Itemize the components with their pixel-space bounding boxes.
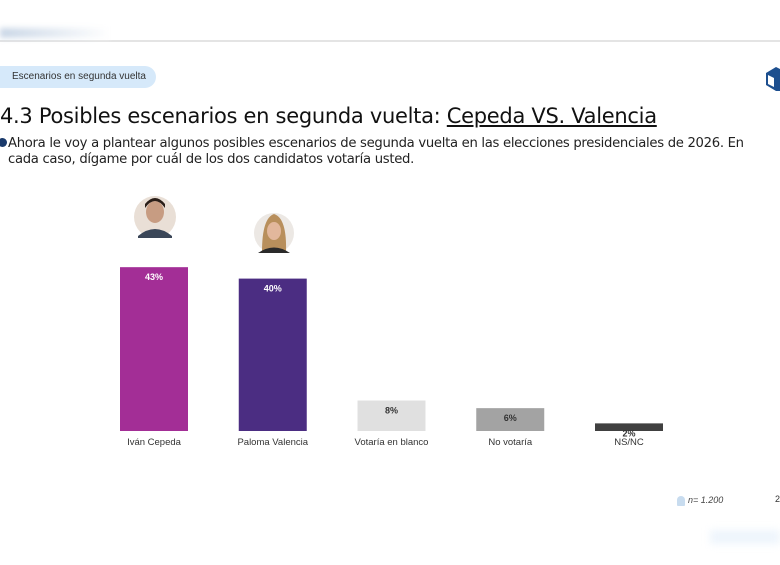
bar-1 [238, 278, 307, 431]
title-link: Cepeda VS. Valencia [446, 104, 657, 128]
avatar-cepeda [134, 196, 176, 238]
category-label: No votaría [488, 437, 533, 448]
sample-size: n= 1.200 [677, 495, 723, 506]
top-bar [0, 0, 780, 42]
avatar-valencia [254, 213, 294, 253]
data-label: 2% [622, 428, 635, 438]
question-text: Ahora le voy a plantear algunos posibles… [0, 136, 778, 168]
category-label: Votaría en blanco [355, 437, 429, 448]
bar-0 [120, 267, 188, 431]
bar-2 [357, 400, 426, 431]
brand-logo-icon [766, 67, 780, 91]
blurred-header [0, 28, 110, 38]
section-pill: Escenarios en segunda vuelta [0, 66, 156, 88]
data-label: 43% [145, 272, 163, 282]
category-label: Iván Cepeda [127, 437, 182, 448]
bullet-icon [0, 138, 7, 147]
question: Ahora le voy a plantear algunos posibles… [8, 136, 744, 167]
title-text: 4.3 Posibles escenarios en segunda vuelt… [0, 104, 447, 128]
category-label: NS/NC [614, 437, 644, 448]
data-label: 40% [264, 284, 282, 294]
person-icon [677, 495, 685, 506]
bar-4 [595, 423, 663, 431]
bar-3 [476, 408, 545, 431]
bar-chart: 43% Iván Cepeda 40% Paloma Valencia 8% Votarí… [120, 196, 663, 448]
data-label: 8% [385, 406, 398, 416]
category-label: Paloma Valencia [237, 437, 308, 448]
page-title: 4.3 Posibles escenarios en segunda vuelt… [0, 104, 657, 128]
page-number: 2 [775, 494, 780, 504]
blurred-footer [710, 530, 780, 544]
data-label: 6% [504, 413, 517, 423]
sample-text: n= 1.200 [688, 495, 724, 505]
